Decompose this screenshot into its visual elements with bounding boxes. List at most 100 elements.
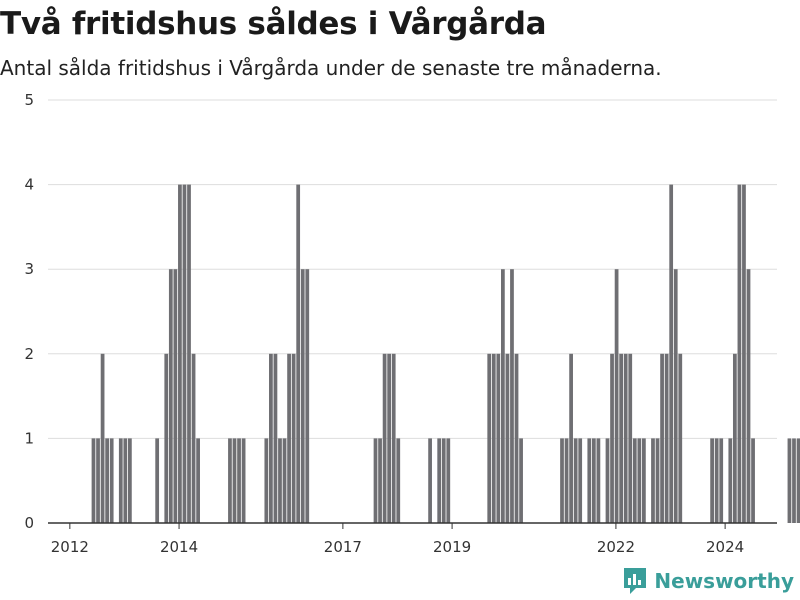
bar (673, 269, 678, 523)
bar (269, 353, 273, 523)
bar (241, 438, 246, 523)
bar (178, 184, 182, 523)
y-tick-label: 2 (24, 345, 34, 363)
bar (719, 438, 724, 523)
bar (118, 438, 123, 523)
bar (387, 353, 392, 523)
newsworthy-icon (624, 568, 647, 594)
bar (168, 269, 173, 523)
bar (196, 438, 200, 523)
bar (746, 269, 751, 523)
bar (796, 438, 800, 523)
bar (300, 269, 305, 523)
y-tick-label: 5 (24, 91, 34, 109)
bar (182, 184, 187, 523)
brand-name: Newsworthy (654, 569, 794, 593)
y-tick-label: 0 (24, 514, 34, 532)
bar (591, 438, 596, 523)
bar (610, 353, 614, 523)
bar (669, 184, 674, 523)
bar (391, 353, 396, 523)
bar (282, 438, 287, 523)
bar (642, 438, 646, 523)
x-tick-label: 2019 (433, 538, 471, 556)
bar (660, 353, 664, 523)
bar (623, 353, 628, 523)
bar (278, 438, 282, 523)
bar (437, 438, 442, 523)
bar (751, 438, 755, 523)
y-tick-label: 4 (24, 176, 34, 194)
bar (560, 438, 564, 523)
bar (491, 353, 496, 523)
bar (164, 353, 169, 523)
bar (264, 438, 269, 523)
bar (382, 353, 387, 523)
bar (619, 353, 624, 523)
bar (296, 184, 301, 523)
bar (96, 438, 100, 523)
bar (587, 438, 592, 523)
bar (155, 438, 160, 523)
bar (446, 438, 451, 523)
chart-subtitle: Antal sålda fritidshus i Vårgårda under … (0, 56, 662, 80)
x-tick-label: 2014 (160, 538, 198, 556)
chart-title: Två fritidshus såldes i Vårgårda (0, 6, 547, 42)
bar (628, 353, 633, 523)
bar (273, 353, 278, 523)
bar (637, 438, 642, 523)
bar (105, 438, 110, 523)
y-tick-label: 3 (24, 260, 34, 278)
bar (109, 438, 114, 523)
bar (173, 269, 178, 523)
bar (500, 269, 505, 523)
bar (564, 438, 569, 523)
bar (100, 353, 105, 523)
bar (123, 438, 128, 523)
bar (569, 353, 573, 523)
bar (596, 438, 601, 523)
bar (187, 184, 191, 523)
bar (519, 438, 523, 523)
bar (128, 438, 132, 523)
bar (291, 353, 296, 523)
bar (787, 438, 792, 523)
bar (237, 438, 241, 523)
bar (496, 353, 501, 523)
bar (737, 184, 742, 523)
bar (91, 438, 96, 523)
bar (191, 353, 196, 523)
bar (487, 353, 492, 523)
bar (573, 438, 578, 523)
bar (632, 438, 637, 523)
x-tick-label: 2022 (597, 538, 635, 556)
bar (792, 438, 796, 523)
bar (510, 269, 514, 523)
bar (228, 438, 232, 523)
bar (651, 438, 655, 523)
bar (378, 438, 382, 523)
bar (742, 184, 746, 523)
bar (714, 438, 719, 523)
x-tick-label: 2024 (706, 538, 744, 556)
bar (728, 438, 733, 523)
y-tick-label: 1 (24, 429, 34, 447)
bar (373, 438, 378, 523)
bar (505, 353, 510, 523)
bar (305, 269, 310, 523)
bar (514, 353, 519, 523)
bar (605, 438, 610, 523)
newsworthy-logo: Newsworthy (622, 566, 794, 596)
x-tick-label: 2017 (324, 538, 362, 556)
bar (614, 269, 619, 523)
bar (428, 438, 432, 523)
bar (655, 438, 660, 523)
bar (287, 353, 291, 523)
bar (710, 438, 714, 523)
bar (678, 353, 683, 523)
x-tick-label: 2012 (51, 538, 89, 556)
bar (664, 353, 669, 523)
bar (732, 353, 737, 523)
bar (232, 438, 237, 523)
